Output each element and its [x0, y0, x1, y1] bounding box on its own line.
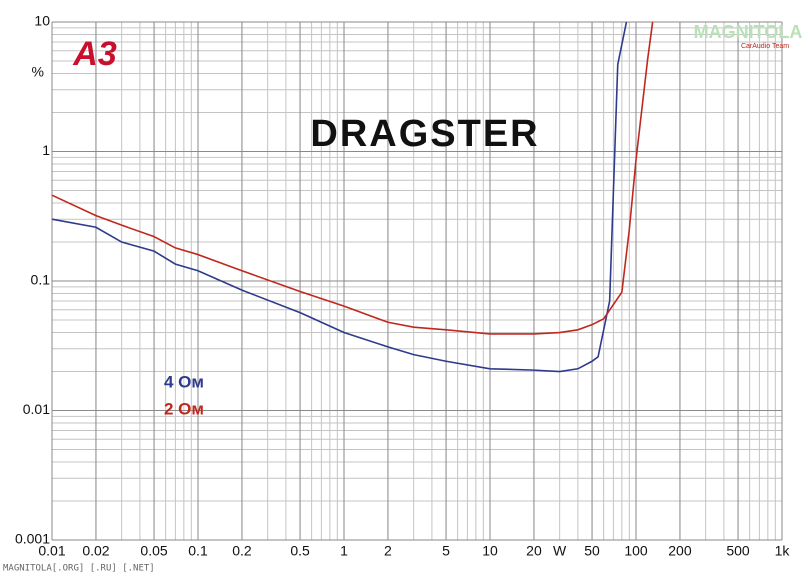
data-line	[51, 21, 654, 335]
x-tick-label: 20	[526, 543, 542, 559]
x-tick-label: 0.02	[82, 543, 109, 559]
y-tick-label: 10	[34, 13, 50, 29]
watermark-sub: CarAudio Team	[741, 43, 789, 50]
x-tick-label: 50	[584, 543, 600, 559]
x-tick-label: 1	[340, 543, 348, 559]
x-tick-label: 500	[726, 543, 750, 559]
x-tick-label: 5	[442, 543, 450, 559]
y-tick-label: 0.001	[15, 531, 50, 547]
x-tick-label: 0.05	[140, 543, 167, 559]
x-tick-label: 0.01	[38, 543, 65, 559]
x-tick-label: 0.1	[188, 543, 208, 559]
y-tick-label: 0.1	[31, 272, 51, 288]
chart-title: DRAGSTER	[310, 113, 539, 155]
x-unit: W	[553, 543, 567, 559]
y-unit: %	[32, 64, 44, 80]
y-tick-label: 1	[42, 142, 50, 158]
x-tick-label: 0.5	[290, 543, 310, 559]
x-tick-label: 10	[482, 543, 498, 559]
footer: MAGNITOLA[.ORG] [.RU] [.NET]	[3, 564, 155, 574]
x-tick-label: 0.2	[232, 543, 252, 559]
legend-label: 2 Ом	[164, 399, 204, 418]
watermark: MAGNITOLA	[694, 22, 803, 42]
x-tick-label: 1k	[775, 543, 791, 559]
x-tick-label: 100	[624, 543, 648, 559]
x-tick-label: 2	[384, 543, 392, 559]
y-tick-label: 0.01	[23, 401, 50, 417]
legend-label: 4 Ом	[164, 372, 204, 391]
x-tick-label: 200	[668, 543, 692, 559]
data-line	[51, 21, 628, 373]
logo: A3	[72, 35, 117, 73]
